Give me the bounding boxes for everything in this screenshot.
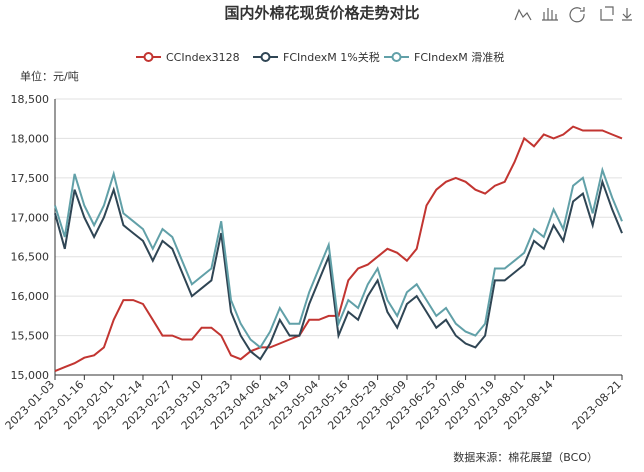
y-tick-label: 18,000	[11, 132, 50, 145]
y-tick-label: 16,000	[11, 290, 50, 303]
x-tick-label: 2023-08-21	[570, 378, 624, 432]
save-icon[interactable]	[622, 8, 632, 21]
y-tick-label: 15,000	[11, 369, 50, 382]
y-tick-label: 15,500	[11, 330, 50, 343]
y-tick-label: 17,000	[11, 211, 50, 224]
legend-item[interactable]: CCIndex3128	[136, 51, 240, 64]
bar-icon[interactable]	[542, 8, 558, 21]
y-unit: 单位：元/吨	[20, 69, 79, 83]
legend-item[interactable]: FCIndexM 滑准税	[384, 50, 504, 64]
legend-item[interactable]: FCIndexM 1%关税	[253, 50, 380, 64]
legend-label: FCIndexM 滑准税	[414, 50, 504, 64]
zoom-icon[interactable]	[600, 6, 614, 21]
toolbox[interactable]	[514, 6, 632, 23]
legend-marker	[391, 52, 402, 62]
line-icon[interactable]	[514, 8, 532, 21]
legend-marker	[143, 52, 154, 62]
series-line	[54, 178, 623, 361]
restore-icon[interactable]	[569, 7, 585, 23]
y-tick-label: 16,500	[11, 251, 50, 264]
chart-title: 国内外棉花现货价格走势对比	[224, 4, 419, 22]
source-note: 数据来源：棉花展望（BCO）	[453, 450, 598, 464]
legend-label: CCIndex3128	[166, 51, 240, 64]
y-tick-label: 17,500	[11, 172, 50, 185]
y-tick-label: 18,500	[11, 93, 50, 106]
series-line	[54, 166, 623, 349]
legend-marker	[260, 52, 271, 62]
legend-label: FCIndexM 1%关税	[283, 50, 380, 64]
